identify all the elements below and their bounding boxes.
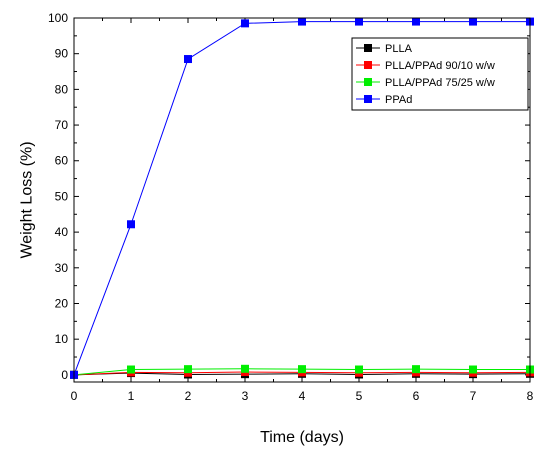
x-tick-labels: 0 1 2 3 4 5 6 7 8 [71, 389, 534, 403]
x-tick-label: 2 [185, 389, 192, 403]
x-tick-label: 7 [470, 389, 477, 403]
legend-box [351, 37, 529, 111]
x-tick-label: 4 [299, 389, 306, 403]
data-point-plla-ppad-75-25-w-w [412, 365, 420, 374]
legend-marker [364, 61, 372, 69]
data-point-plla-ppad-75-25-w-w [241, 364, 249, 373]
plot-frame [73, 17, 531, 383]
x-axis-title: Time (days) [260, 429, 344, 446]
data-point-plla-ppad-75-25-w-w [298, 365, 306, 374]
legend-marker [364, 95, 372, 103]
data-point-ppad [412, 17, 420, 26]
legend-label: PLLA/PPAd 90/10 w/w [385, 60, 495, 72]
legend-label: PLLA/PPAd 75/25 w/w [385, 77, 495, 89]
x-tick-label: 3 [242, 389, 249, 403]
y-tick-label: 20 [55, 296, 69, 310]
y-tick-label: 30 [55, 261, 69, 275]
y-tick-label: 100 [48, 11, 68, 25]
y-tick-label: 0 [61, 368, 68, 382]
x-tick-label: 5 [356, 389, 363, 403]
data-point-ppad [355, 17, 363, 26]
data-point-plla-ppad-75-25-w-w [469, 365, 477, 374]
y-tick-label: 40 [55, 225, 69, 239]
y-tick-label: 60 [55, 154, 69, 168]
y-axis-title: Weight Loss (%) [19, 141, 36, 258]
y-tick-label: 70 [55, 118, 69, 132]
x-tick-label: 6 [413, 389, 420, 403]
x-tick-label: 8 [527, 389, 534, 403]
data-point-ppad [127, 220, 135, 229]
data-point-plla-ppad-75-25-w-w [127, 365, 135, 374]
data-point-ppad [241, 19, 249, 28]
y-tick-label: 50 [55, 189, 69, 203]
y-tick-label: 80 [55, 82, 69, 96]
legend-marker [364, 78, 372, 86]
data-point-plla-ppad-75-25-w-w [355, 365, 363, 374]
y-tick-label: 90 [55, 47, 69, 61]
y-tick-labels: 0 10 20 30 40 50 60 70 80 90 100 [48, 11, 68, 382]
x-tick-label: 1 [128, 389, 135, 403]
data-point-ppad [469, 17, 477, 26]
legend-label: PLLA [385, 43, 413, 55]
legend-marker [364, 44, 372, 52]
data-point-ppad [184, 55, 192, 64]
data-point-ppad [298, 17, 306, 26]
legend-label: PPAd [385, 94, 412, 106]
legend: PLLA PLLA/PPAd 90/10 w/w PLLA/PPAd 75/25 w… [351, 37, 529, 111]
x-tick-label: 0 [71, 389, 78, 403]
data-point-plla-ppad-75-25-w-w [184, 365, 192, 374]
y-tick-label: 10 [55, 332, 69, 346]
